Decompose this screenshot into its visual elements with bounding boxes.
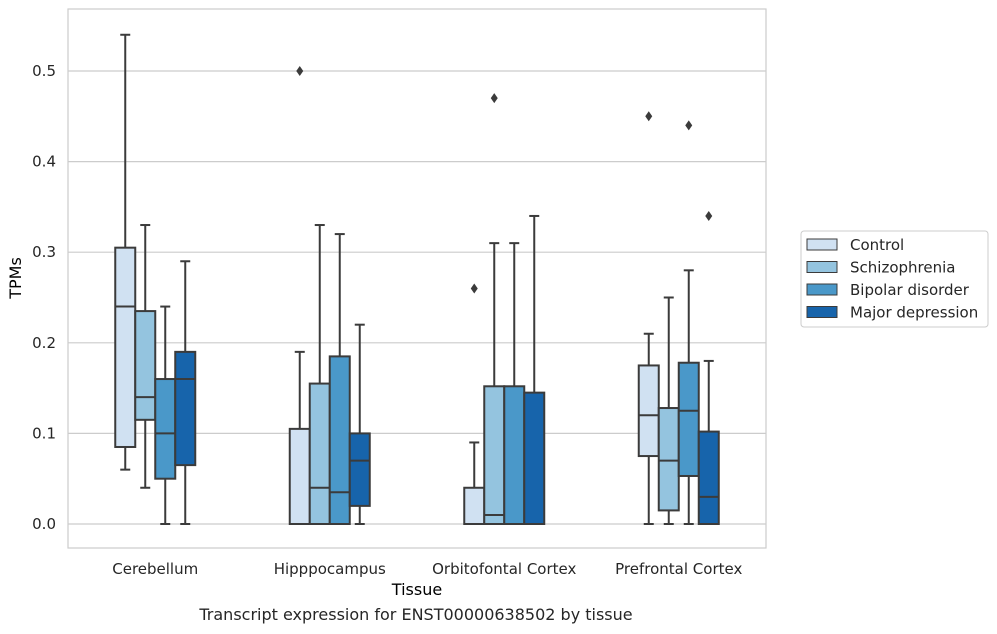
box xyxy=(483,385,506,525)
chart-caption: Transcript expression for ENST0000063850… xyxy=(199,605,633,624)
x-tick-label: Hipppocampus xyxy=(274,560,386,578)
legend-swatch xyxy=(806,283,838,296)
box-group xyxy=(154,305,177,525)
box-group xyxy=(348,323,371,525)
plot-frame xyxy=(67,8,767,549)
box-group xyxy=(174,260,197,525)
box-group xyxy=(114,33,137,471)
legend-swatch xyxy=(806,238,838,251)
legend-label: Schizophrenia xyxy=(850,259,955,277)
box xyxy=(174,350,197,467)
box-group xyxy=(134,224,157,489)
outlier-point xyxy=(705,210,713,221)
box-group xyxy=(463,283,486,526)
box xyxy=(114,246,137,448)
box-group xyxy=(328,233,351,526)
y-tick-label: 0.4 xyxy=(32,153,56,171)
outlier-point xyxy=(645,111,653,122)
box-group xyxy=(657,296,680,525)
box-group xyxy=(288,66,311,525)
y-tick-label: 0.2 xyxy=(32,334,56,352)
box xyxy=(463,486,486,526)
box-group xyxy=(677,120,700,525)
box xyxy=(308,382,331,525)
legend-label: Control xyxy=(850,236,904,254)
box xyxy=(503,385,526,525)
legend-swatch xyxy=(806,261,838,273)
y-tick-label: 0.3 xyxy=(32,243,56,261)
box-group xyxy=(483,93,506,525)
box xyxy=(697,430,720,526)
box-group xyxy=(637,111,660,525)
legend-swatch xyxy=(806,306,838,318)
box-group xyxy=(308,224,331,525)
box-group xyxy=(523,214,546,525)
box xyxy=(523,391,546,525)
box-group xyxy=(697,210,720,526)
box xyxy=(154,378,177,480)
x-tick-labels: Cerebellum Hipppocampus Orbitofontal Corte… xyxy=(112,560,742,578)
x-tick-label: Orbitofontal Cortex xyxy=(432,560,576,578)
x-axis-label: Tissue xyxy=(391,580,442,599)
y-tick-label: 0.0 xyxy=(32,515,56,533)
box xyxy=(134,310,157,421)
box xyxy=(328,355,351,526)
outlier-point xyxy=(296,66,304,76)
outlier-point xyxy=(490,93,498,104)
box xyxy=(657,407,680,512)
outlier-point xyxy=(685,120,693,131)
y-tick-label: 0.1 xyxy=(32,424,56,442)
y-tick-label: 0.5 xyxy=(32,62,56,80)
box xyxy=(637,364,660,458)
y-tick-labels: 0.0 0.1 0.2 0.3 0.4 0.5 xyxy=(32,62,56,533)
legend-label: Bipolar disorder xyxy=(850,281,970,299)
box-group xyxy=(503,242,526,525)
outlier-point xyxy=(470,283,478,294)
boxes xyxy=(114,33,720,526)
box xyxy=(348,432,371,507)
box xyxy=(288,427,311,525)
legend-label: Major depression xyxy=(850,304,978,322)
legend: Control Schizophrenia Bipolar disorder Majo… xyxy=(800,230,989,328)
legend-frame xyxy=(800,230,989,328)
y-axis-label: TPMs xyxy=(6,257,25,300)
x-tick-label: Cerebellum xyxy=(112,560,198,578)
x-tick-label: Prefrontal Cortex xyxy=(615,560,742,578)
box xyxy=(677,361,700,477)
